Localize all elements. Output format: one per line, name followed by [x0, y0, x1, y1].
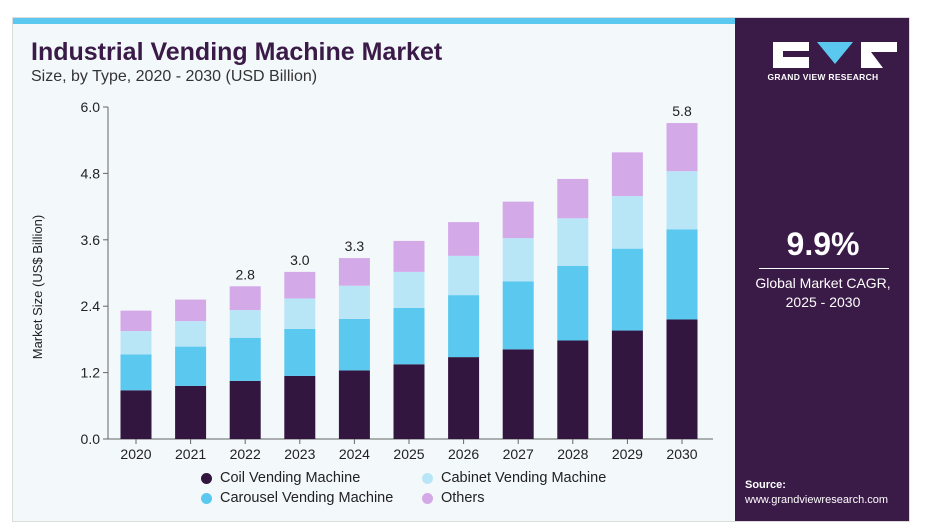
legend-swatch-others — [422, 492, 433, 504]
chart-subtitle: Size, by Type, 2020 - 2030 (USD Billion) — [31, 68, 318, 85]
bar-segment-carousel — [502, 281, 534, 350]
x-tick-label: 2028 — [557, 446, 588, 462]
bar-segment-others — [284, 271, 316, 299]
bar-segment-coil — [448, 357, 480, 439]
y-tick-label: 4.8 — [81, 165, 101, 181]
legend-label-others: Others — [441, 490, 485, 506]
bar-segment-cabinet — [448, 255, 480, 296]
bar-segment-coil — [120, 390, 152, 439]
cagr-value: 9.9% — [786, 226, 860, 262]
bar-segment-others — [502, 201, 534, 239]
bar-segment-cabinet — [120, 331, 152, 355]
bar-segment-carousel — [175, 346, 207, 386]
x-tick-label: 2025 — [393, 446, 424, 462]
x-tick-label: 2022 — [230, 446, 261, 462]
chart-title: Industrial Vending Machine Market — [31, 38, 443, 66]
legend-swatch-coil — [201, 472, 212, 484]
legend-swatch-cabinet — [422, 472, 433, 484]
bar-segment-cabinet — [284, 298, 316, 329]
bar-segment-coil — [502, 349, 534, 439]
data-label: 5.8 — [672, 103, 692, 119]
legend-item-cabinet: Cabinet Vending Machine — [422, 470, 606, 486]
y-tick-label: 3.6 — [81, 232, 101, 248]
bar-segment-carousel — [557, 265, 589, 341]
accent-bar — [13, 18, 735, 24]
cagr-label-line2: 2025 - 2030 — [785, 294, 861, 310]
bar-segment-cabinet — [229, 310, 261, 338]
brand-sidebar: GRAND VIEW RESEARCH 9.9% Global Market C… — [735, 18, 909, 521]
bar-segment-cabinet — [611, 196, 643, 249]
source-label: Source: — [745, 479, 786, 491]
bar-segment-carousel — [284, 328, 316, 376]
x-tick-label: 2024 — [339, 446, 370, 462]
stacked-bar-chart: 0.0 1.2 2.4 3.6 4.8 6.0 Market Size (US$ Billi… — [30, 99, 713, 462]
bar-segment-coil — [557, 340, 589, 439]
x-tick-label: 2029 — [612, 446, 643, 462]
bar-segment-carousel — [666, 229, 698, 320]
x-tick-label: 2021 — [175, 446, 206, 462]
legend-label-carousel: Carousel Vending Machine — [220, 490, 394, 506]
gvr-logo-icon — [773, 42, 897, 68]
x-tick-label: 2026 — [448, 446, 479, 462]
bar-segment-coil — [611, 330, 643, 439]
y-axis-title: Market Size (US$ Billion) — [30, 215, 45, 360]
y-tick-label: 0.0 — [81, 431, 101, 447]
bar-segment-others — [175, 299, 207, 322]
legend-label-cabinet: Cabinet Vending Machine — [441, 470, 607, 486]
bar-segment-others — [448, 222, 480, 256]
x-tick-label: 2020 — [120, 446, 151, 462]
x-tick-label: 2023 — [284, 446, 315, 462]
data-label: 3.0 — [290, 252, 310, 268]
bar-segment-others — [338, 258, 370, 286]
bar-segment-carousel — [338, 318, 370, 371]
bar-segment-carousel — [120, 354, 152, 391]
bar-segment-coil — [284, 375, 316, 439]
x-tick-label: 2030 — [666, 446, 697, 462]
bar-segment-cabinet — [338, 285, 370, 319]
bar-segment-coil — [175, 385, 207, 439]
bar-segment-coil — [393, 364, 425, 439]
bar-segment-others — [666, 123, 698, 172]
bar-segment-others — [120, 310, 152, 332]
cagr-divider — [759, 268, 889, 269]
y-tick-label: 6.0 — [81, 99, 101, 115]
legend-item-carousel: Carousel Vending Machine — [201, 490, 393, 506]
bar-segment-coil — [338, 370, 370, 439]
bar-segment-others — [557, 178, 589, 219]
legend-swatch-carousel — [201, 492, 212, 504]
bar-segment-others — [611, 152, 643, 197]
data-label: 3.3 — [345, 238, 365, 254]
bar-segment-carousel — [229, 337, 261, 381]
cagr-label-line1: Global Market CAGR, — [755, 275, 891, 291]
legend-item-others: Others — [422, 490, 485, 506]
bar-segment-cabinet — [557, 218, 589, 266]
bar-segment-others — [393, 240, 425, 272]
bar-segment-coil — [666, 319, 698, 439]
bar-segment-cabinet — [393, 271, 425, 308]
cagr-label: Global Market CAGR, 2025 - 2030 — [735, 274, 909, 312]
brand-name: GRAND VIEW RESEARCH — [767, 72, 879, 82]
source-link[interactable]: www.grandviewresearch.com — [745, 494, 889, 506]
bar-segment-others — [229, 286, 261, 311]
bar-segment-cabinet — [502, 238, 534, 282]
y-tick-label: 1.2 — [81, 365, 101, 381]
legend-item-coil: Coil Vending Machine — [201, 470, 360, 486]
data-label: 2.8 — [235, 266, 255, 282]
bar-segment-cabinet — [175, 321, 207, 347]
bar-segment-cabinet — [666, 171, 698, 230]
bar-segment-carousel — [611, 248, 643, 331]
bar-segment-carousel — [448, 295, 480, 358]
x-tick-label: 2027 — [503, 446, 534, 462]
chart-card: Industrial Vending Machine Market Size, … — [12, 17, 910, 522]
bar-segment-carousel — [393, 307, 425, 365]
y-tick-label: 2.4 — [81, 298, 101, 314]
bar-segment-coil — [229, 380, 261, 439]
legend-label-coil: Coil Vending Machine — [220, 470, 361, 486]
